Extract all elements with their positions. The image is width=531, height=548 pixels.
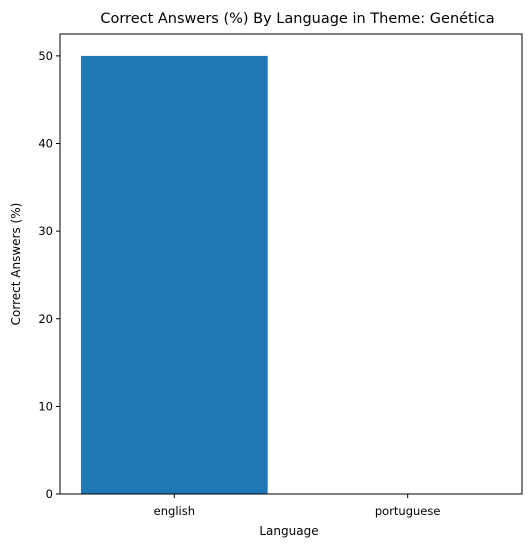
x-tick-label: english: [154, 504, 195, 518]
bar-english: [81, 55, 268, 495]
x-axis-label: Language: [259, 524, 318, 538]
y-tick-label: 10: [38, 399, 53, 413]
bars-layer: [81, 55, 268, 495]
y-tick-label: 50: [38, 49, 53, 63]
y-axis-ticks: 0 10 20 30 40 50: [38, 49, 60, 501]
y-tick-label: 30: [38, 224, 53, 238]
plot-frame: [59, 33, 523, 495]
y-axis-label: Correct Answers (%): [9, 203, 23, 326]
chart-title: Correct Answers (%) By Language in Theme…: [100, 11, 494, 27]
x-axis-ticks: english portuguese: [154, 494, 441, 518]
y-tick-label: 0: [46, 487, 53, 501]
y-tick-label: 20: [38, 312, 53, 326]
y-tick-label: 40: [38, 137, 53, 151]
x-tick-label: portuguese: [375, 504, 441, 518]
